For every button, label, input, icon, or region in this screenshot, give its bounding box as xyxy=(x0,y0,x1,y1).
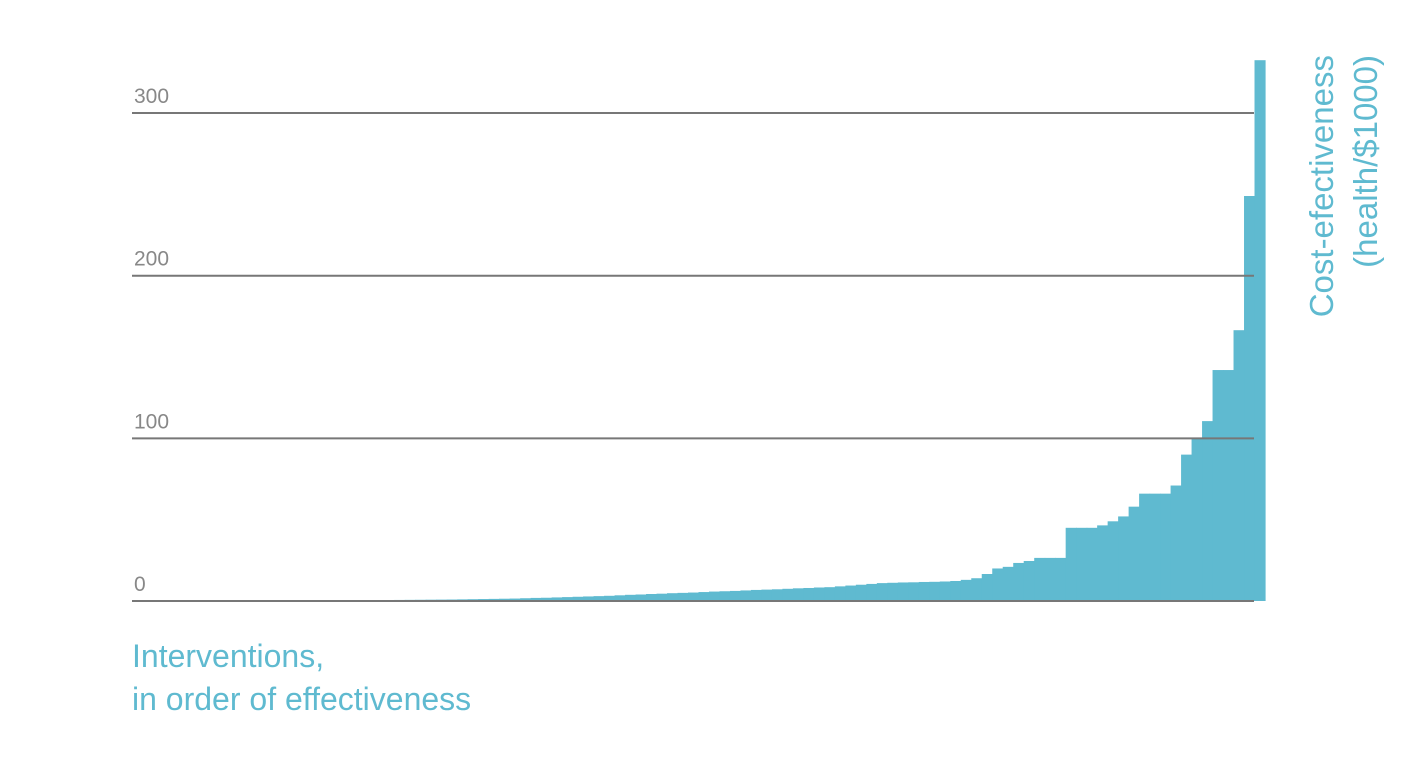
bar xyxy=(918,581,930,601)
x-axis-title: in order of effectiveness xyxy=(132,681,471,717)
bar xyxy=(593,596,605,601)
bar xyxy=(530,597,542,601)
bar xyxy=(771,589,784,601)
bar xyxy=(604,595,616,601)
bar xyxy=(499,598,511,601)
bar xyxy=(813,587,825,601)
bar xyxy=(656,593,668,601)
bar xyxy=(876,583,888,601)
bar xyxy=(698,592,710,601)
bar xyxy=(1223,370,1235,601)
bar xyxy=(1118,516,1130,601)
bar xyxy=(635,594,647,601)
bar xyxy=(1107,521,1119,601)
bar xyxy=(1149,493,1161,601)
bar xyxy=(1023,560,1035,601)
bar xyxy=(782,588,794,601)
bar xyxy=(625,594,637,601)
bar xyxy=(950,580,962,601)
bar xyxy=(551,597,563,601)
bar xyxy=(845,585,857,601)
bar xyxy=(488,598,500,601)
bar xyxy=(1181,454,1193,601)
bar xyxy=(729,590,742,601)
bar xyxy=(981,574,993,601)
y-tick-label: 300 xyxy=(134,85,169,108)
bar xyxy=(803,587,815,601)
y-tick-label: 200 xyxy=(134,248,169,271)
bar xyxy=(824,587,836,601)
bar xyxy=(1002,566,1014,601)
bar xyxy=(971,578,983,601)
bar xyxy=(897,582,909,601)
bar xyxy=(1139,493,1151,601)
bar xyxy=(614,595,626,601)
bar xyxy=(719,591,731,601)
bar xyxy=(688,592,700,601)
bar xyxy=(1097,525,1109,601)
bar xyxy=(1233,330,1245,601)
bar xyxy=(887,582,899,601)
y-axis-title: (health/$1000) xyxy=(1347,55,1384,268)
bar xyxy=(761,589,773,601)
bar xyxy=(866,583,878,601)
bar xyxy=(520,598,532,601)
bar xyxy=(1160,493,1172,601)
bar xyxy=(1044,557,1056,601)
bar xyxy=(562,597,574,601)
bar xyxy=(1254,60,1266,601)
x-axis-title: Interventions, xyxy=(132,638,324,674)
bar xyxy=(1128,506,1140,601)
y-axis-title: Cost-efectiveness xyxy=(1303,55,1340,317)
bar xyxy=(509,598,521,601)
bar xyxy=(992,568,1004,601)
bar xyxy=(1065,527,1077,601)
bar xyxy=(929,581,941,601)
bar xyxy=(572,596,584,601)
bar xyxy=(1202,421,1214,601)
y-tick-label: 0 xyxy=(134,573,146,596)
bar xyxy=(583,596,595,601)
bar xyxy=(1055,557,1067,601)
bar xyxy=(1212,370,1224,601)
bar xyxy=(677,592,689,601)
bar xyxy=(541,597,553,601)
bar xyxy=(1244,196,1256,601)
bar xyxy=(750,589,763,601)
bar xyxy=(667,593,679,601)
bar xyxy=(1013,562,1025,601)
bar xyxy=(646,594,658,601)
bar xyxy=(708,591,721,601)
bar xyxy=(908,582,920,601)
bar xyxy=(1191,438,1203,601)
bar xyxy=(792,588,805,601)
bar xyxy=(1034,557,1046,601)
bar xyxy=(1076,527,1088,601)
bar xyxy=(1086,527,1098,601)
bar xyxy=(1170,485,1182,601)
bar xyxy=(939,581,951,601)
y-tick-label: 100 xyxy=(134,410,169,433)
bar xyxy=(740,590,752,601)
bar xyxy=(834,586,846,601)
bar xyxy=(855,584,867,601)
bar xyxy=(960,579,972,601)
